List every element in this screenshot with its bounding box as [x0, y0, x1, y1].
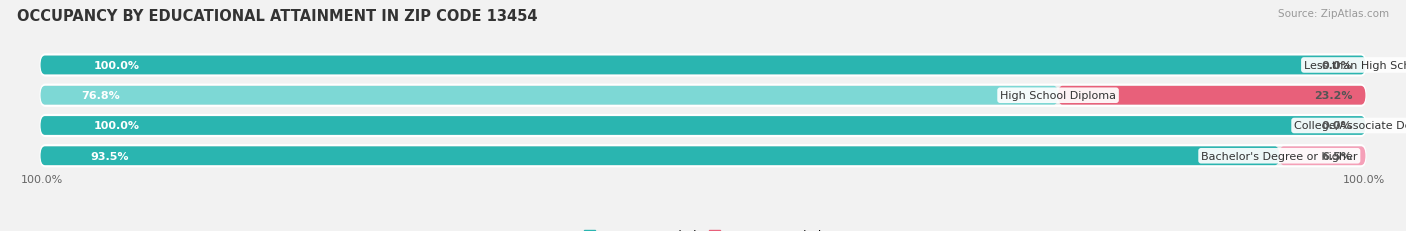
FancyBboxPatch shape: [41, 146, 1365, 167]
FancyBboxPatch shape: [41, 117, 1365, 135]
FancyBboxPatch shape: [41, 116, 1365, 137]
Text: 100.0%: 100.0%: [94, 121, 139, 131]
Text: 6.5%: 6.5%: [1322, 151, 1353, 161]
Legend: Owner-occupied, Renter-occupied: Owner-occupied, Renter-occupied: [579, 224, 827, 231]
FancyBboxPatch shape: [41, 86, 1059, 105]
FancyBboxPatch shape: [1059, 86, 1365, 105]
Text: 76.8%: 76.8%: [82, 91, 120, 101]
Text: 0.0%: 0.0%: [1322, 61, 1353, 71]
Text: Less than High School: Less than High School: [1303, 61, 1406, 71]
FancyBboxPatch shape: [41, 56, 1365, 75]
Text: Source: ZipAtlas.com: Source: ZipAtlas.com: [1278, 9, 1389, 19]
Text: 23.2%: 23.2%: [1313, 91, 1353, 101]
Text: College/Associate Degree: College/Associate Degree: [1294, 121, 1406, 131]
Text: 100.0%: 100.0%: [21, 175, 63, 185]
Text: 100.0%: 100.0%: [94, 61, 139, 71]
FancyBboxPatch shape: [41, 55, 1365, 76]
FancyBboxPatch shape: [41, 85, 1365, 106]
Text: High School Diploma: High School Diploma: [1000, 91, 1116, 101]
Text: Bachelor's Degree or higher: Bachelor's Degree or higher: [1201, 151, 1358, 161]
Text: 100.0%: 100.0%: [1343, 175, 1385, 185]
FancyBboxPatch shape: [41, 147, 1279, 165]
Text: OCCUPANCY BY EDUCATIONAL ATTAINMENT IN ZIP CODE 13454: OCCUPANCY BY EDUCATIONAL ATTAINMENT IN Z…: [17, 9, 537, 24]
Text: 93.5%: 93.5%: [90, 151, 128, 161]
Text: 0.0%: 0.0%: [1322, 121, 1353, 131]
FancyBboxPatch shape: [1279, 147, 1365, 165]
